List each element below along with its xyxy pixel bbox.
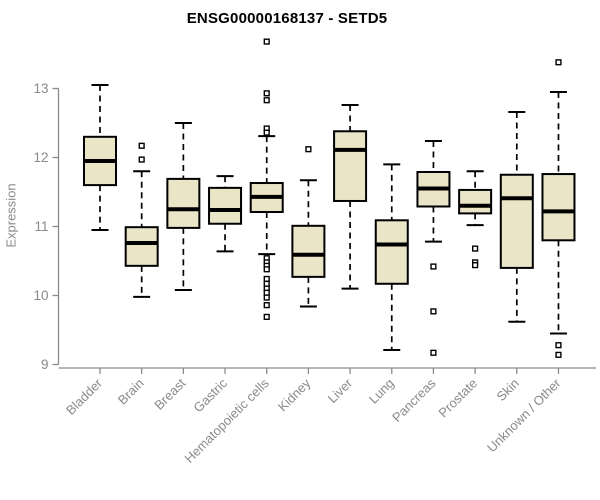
iqr-box [499, 173, 534, 269]
y-tick-label: 12 [33, 150, 48, 165]
x-tick-label: Liver [325, 375, 356, 406]
x-tick-label: Unknown / Other [484, 375, 564, 455]
outlier-point [263, 302, 270, 309]
y-tick-label: 9 [41, 357, 49, 372]
iqr-box [374, 219, 409, 285]
outlier-point [430, 308, 437, 315]
outlier-point [263, 129, 270, 136]
box-group-liver [333, 104, 368, 290]
outlier-point [555, 59, 562, 66]
outlier-point [138, 156, 145, 163]
outlier-point [555, 351, 562, 358]
box-group-hematopoietic-cells [249, 38, 284, 320]
x-tick-label: Pancreas [389, 375, 439, 425]
outlier-point [263, 313, 270, 320]
box-group-lung [374, 163, 409, 352]
iqr-box [541, 173, 576, 242]
x-tick-label: Bladder [63, 375, 106, 418]
box-group-skin [499, 110, 534, 323]
iqr-box [208, 186, 243, 225]
x-tick-label: Breast [151, 375, 188, 412]
outlier-point [263, 294, 270, 301]
iqr-box [458, 188, 493, 215]
outlier-point [472, 262, 479, 269]
outlier-point [263, 275, 270, 283]
outlier-point [430, 263, 437, 270]
box-group-breast [166, 122, 201, 291]
outlier-point [305, 146, 312, 153]
iqr-box [333, 130, 368, 202]
outlier-point [138, 142, 145, 149]
outlier-point [430, 349, 437, 356]
iqr-box [166, 177, 201, 229]
x-tick-label: Gastric [190, 375, 230, 415]
box-group-kidney [291, 146, 326, 308]
outlier-point [263, 266, 270, 273]
outlier-point [263, 90, 270, 97]
box-group-prostate [458, 170, 493, 269]
outlier-point [263, 289, 270, 296]
outlier-point [472, 245, 479, 252]
iqr-box [291, 224, 326, 278]
box-group-unknown-other [541, 59, 576, 358]
y-tick-label: 11 [34, 219, 48, 234]
x-tick-label: Prostate [435, 376, 480, 421]
box-group-bladder [83, 84, 117, 231]
chart-title: ENSG00000168137 - SETD5 [186, 10, 388, 27]
box-group-pancreas [416, 139, 451, 356]
x-tick-label: Brain [115, 376, 147, 408]
x-tick-label: Kidney [275, 375, 314, 414]
outlier-point [263, 280, 270, 287]
y-tick-label: 13 [33, 81, 48, 96]
outlier-point [263, 97, 270, 104]
y-tick-label: 10 [33, 288, 48, 303]
iqr-box [124, 226, 159, 267]
x-tick-label: Lung [366, 376, 397, 407]
outlier-point [263, 38, 270, 45]
outlier-point [555, 342, 562, 349]
box-group-gastric [208, 175, 243, 253]
box-group-brain [124, 142, 159, 298]
x-tick-label: Skin [493, 376, 521, 404]
